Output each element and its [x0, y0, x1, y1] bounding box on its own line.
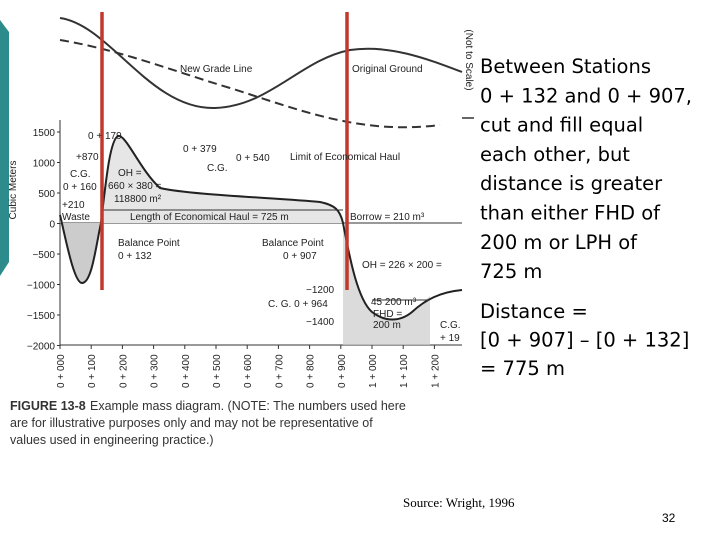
y-tick-label: 1500 [33, 128, 56, 139]
annotation: 0 + 540 [236, 153, 270, 164]
x-tick-label: 1 + 100 [399, 354, 410, 388]
mass-curve [59, 135, 463, 321]
body-text: = 775 m [480, 357, 565, 380]
y-tick-label: −2000 [27, 342, 56, 353]
source: Source: Wright, 1996 [403, 495, 515, 510]
annotation: +870 [76, 152, 99, 163]
annotation: Length of Economical Haul = 725 m [130, 212, 289, 223]
x-tick-label: 1 + 200 [430, 354, 441, 388]
y-tick-label: −1000 [27, 281, 56, 292]
annotation: Limit of Economical Haul [290, 152, 400, 163]
annotation: + 19 [440, 333, 460, 344]
body-text: Between Stations [480, 55, 651, 78]
annotation: 0 + 379 [183, 144, 217, 155]
annotation: OH = 226 × 200 = [362, 260, 442, 271]
x-tick-label: 0 + 400 [181, 354, 192, 388]
body-text: distance is greater [480, 172, 663, 195]
mass-diagram: Cubic Meters (Not to Scale) [8, 12, 474, 346]
annotation: Balance Point [118, 238, 180, 249]
annotation: C.G. [70, 169, 91, 180]
annotation: 0 + 132 [118, 251, 152, 262]
x-tick-label: 0 + 200 [118, 354, 129, 388]
annotation: 118800 m² [114, 194, 162, 205]
annotation: 0 + 160 [63, 182, 97, 193]
annotation: C. G. 0 + 964 [268, 299, 328, 310]
annotation: Original Ground [352, 64, 423, 75]
x-tick-label: 0 + 500 [212, 354, 223, 388]
annotation: C.G. [440, 320, 461, 331]
body-text: than either FHD of [480, 202, 661, 225]
caption-line: Example mass diagram. (NOTE: The numbers… [90, 399, 406, 413]
annotation: C.G. [207, 163, 228, 174]
body-text: Distance = [480, 300, 588, 323]
fill-area [343, 223, 430, 345]
body-text: 725 m [480, 260, 542, 283]
caption-line: are for illustrative purposes only and m… [10, 416, 373, 430]
x-tick-label: 0 + 600 [243, 354, 254, 388]
new-grade-line [59, 17, 463, 110]
y-tick-label: 0 [49, 220, 55, 231]
y-tick-label: 500 [38, 189, 55, 200]
annotation: FHD = [373, 309, 402, 320]
annotation: −1400 [306, 317, 335, 328]
y-tick-label: −1500 [27, 311, 56, 322]
cut-area [101, 135, 343, 223]
y-tick-label: 1000 [33, 159, 56, 170]
annotation: 45 200 m³ [371, 297, 417, 308]
body-text: cut and fill equal [480, 114, 643, 137]
annotation: Waste [62, 212, 90, 223]
x-tick-label: 1 + 000 [368, 354, 379, 388]
body-text: [0 + 907] – [0 + 132] [480, 329, 689, 352]
body-text: 200 m or LPH of [480, 231, 638, 254]
annotation: Balance Point [262, 238, 324, 249]
body-text: 0 + 132 and 0 + 907, [480, 84, 692, 107]
fill-area [60, 215, 101, 283]
body-text: each other, but [480, 143, 630, 166]
caption-label: FIGURE 13-8 [10, 399, 86, 413]
annotation: 660 × 380 = [108, 181, 162, 192]
x-tick-label: 0 + 700 [274, 354, 285, 388]
annotation: 0 + 179 [88, 131, 122, 142]
x-tick-label: 0 + 800 [306, 354, 317, 388]
y-tick-label: −500 [32, 250, 55, 261]
annotation: +210 [62, 200, 85, 211]
x-tick-label: 0 + 300 [150, 354, 161, 388]
edge-decoration [0, 20, 9, 276]
caption-line: values used in engineering practice.) [10, 433, 214, 447]
annotation: 200 m [373, 320, 401, 331]
original-ground [59, 39, 441, 129]
page-number: 32 [662, 511, 676, 525]
annotation: −1200 [306, 285, 335, 296]
annotation: Borrow = 210 m³ [350, 212, 425, 223]
annotation: New Grade Line [180, 64, 253, 75]
y-axis-label: Cubic Meters [8, 161, 19, 220]
annotation: 0 + 907 [283, 251, 317, 262]
x-tick-label: 0 + 000 [56, 354, 67, 388]
annotation: OH = [118, 168, 142, 179]
x-tick-label: 0 + 900 [337, 354, 348, 388]
x-tick-label: 0 + 100 [87, 354, 98, 388]
scale-note: (Not to Scale) [463, 29, 474, 90]
